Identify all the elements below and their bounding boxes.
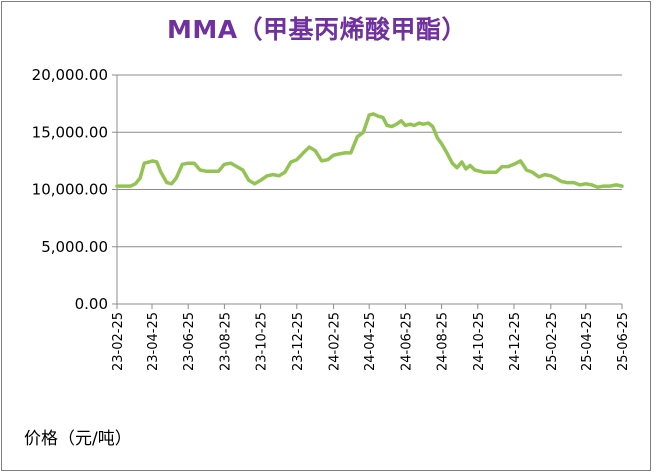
x-tick-label: 24-08-25 bbox=[436, 312, 451, 371]
grid-lines bbox=[117, 74, 622, 248]
x-tick-label: 23-12-25 bbox=[291, 312, 306, 371]
x-tick-label: 25-02-25 bbox=[545, 312, 560, 371]
x-tick-label: 24-02-25 bbox=[328, 312, 343, 371]
x-tick-label: 23-10-25 bbox=[255, 312, 270, 371]
x-tick-label: 24-04-25 bbox=[363, 312, 378, 371]
x-tick-label: 23-06-25 bbox=[182, 312, 197, 371]
y-tick-label: 20,000.00 bbox=[32, 66, 108, 84]
y-tick-label: 0.00 bbox=[75, 295, 108, 313]
chart-title: MMA（甲基丙烯酸甲酯） bbox=[166, 15, 468, 44]
x-tick-label: 23-04-25 bbox=[146, 312, 161, 371]
x-tick-label: 24-06-25 bbox=[399, 312, 414, 371]
y-tick-label: 5,000.00 bbox=[41, 238, 108, 256]
y-tick-label: 10,000.00 bbox=[32, 181, 108, 199]
axes bbox=[112, 74, 623, 309]
y-tick-label: 15,000.00 bbox=[32, 123, 108, 141]
series bbox=[115, 112, 624, 189]
x-tick-label: 23-08-25 bbox=[218, 312, 233, 371]
y-axis-unit-label: 价格（元/吨） bbox=[24, 429, 132, 449]
x-tick-label: 24-10-25 bbox=[472, 312, 487, 371]
x-tick-label: 24-12-25 bbox=[508, 312, 523, 371]
x-tick-label: 25-06-25 bbox=[616, 312, 631, 371]
x-tick-label: 23-02-25 bbox=[111, 312, 126, 371]
x-tick-labels: 23-02-25 23-04-25 23-06-25 23-08-25 23-10-25… bbox=[111, 312, 631, 371]
y-tick-labels: 0.00 5,000.00 10,000.00 15,000.00 20,000.00 bbox=[32, 66, 108, 313]
x-tick-label: 25-04-25 bbox=[580, 312, 595, 371]
series-line bbox=[115, 112, 624, 189]
